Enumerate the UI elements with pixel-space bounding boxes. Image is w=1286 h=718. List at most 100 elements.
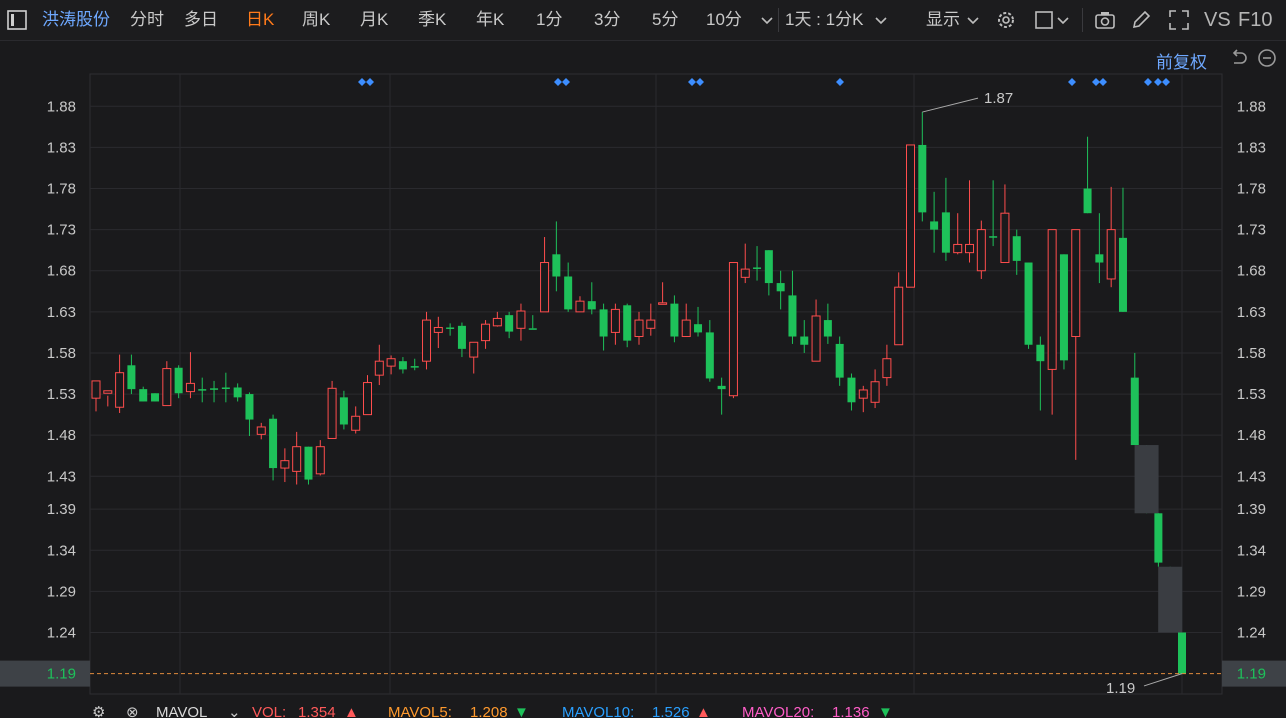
- gear-icon[interactable]: ⚙: [92, 704, 106, 718]
- gear-icon[interactable]: [995, 9, 1017, 31]
- candle-body-up: [1047, 229, 1057, 370]
- current-price-label-right: 1.19: [1237, 666, 1266, 683]
- candle-body-up: [811, 315, 821, 362]
- y-tick-label-right: 1.88: [1237, 98, 1266, 115]
- chevron-down-icon[interactable]: [756, 9, 778, 31]
- candle-body-up: [327, 387, 337, 439]
- chart-toolbar: 洪涛股份 分时 多日 日K 周K 月K 季K 年K 1分 3分 5分 10分 1…: [0, 0, 1286, 41]
- candle-body-down: [198, 389, 207, 391]
- candle-body-up: [162, 368, 172, 407]
- layout-square-icon[interactable]: [1034, 9, 1056, 31]
- y-tick-label-right: 1.83: [1237, 139, 1266, 156]
- event-marker-icon: [1099, 78, 1107, 86]
- tab-1min[interactable]: 1分: [536, 10, 563, 29]
- sidebar-toggle-icon[interactable]: [6, 9, 28, 31]
- candle-body-up: [103, 390, 113, 394]
- candle-body-down: [1130, 377, 1139, 446]
- tab-5min[interactable]: 5分: [652, 10, 679, 29]
- tab-monthly-k[interactable]: 月K: [360, 10, 389, 29]
- tab-weekly-k[interactable]: 周K: [302, 10, 331, 29]
- event-marker-icon: [358, 78, 366, 86]
- candle-body-up: [681, 319, 691, 338]
- y-tick-label-right: 1.53: [1237, 386, 1266, 403]
- event-marker-icon: [366, 78, 374, 86]
- candle-body-up: [906, 144, 915, 288]
- candle-body-down: [151, 393, 160, 402]
- chevron-down-icon[interactable]: [1054, 9, 1076, 31]
- y-tick-label-left: 1.68: [47, 263, 76, 280]
- indicator-name[interactable]: MAVOL: [156, 704, 208, 718]
- candle-body-down: [599, 309, 608, 337]
- y-tick-label-left: 1.48: [47, 427, 76, 444]
- tab-quarterly-k[interactable]: 季K: [418, 10, 447, 29]
- candle-body-up: [469, 341, 479, 358]
- y-tick-label-left: 1.43: [47, 468, 76, 485]
- candle-body-down: [1118, 237, 1127, 312]
- close-icon[interactable]: ⊗: [126, 704, 139, 718]
- candle-body-down: [339, 397, 348, 425]
- y-tick-label-left: 1.78: [47, 181, 76, 198]
- zoom-out-icon[interactable]: [1256, 47, 1278, 69]
- mavol20-value: 1.136: [832, 704, 870, 718]
- candle-body-down: [1012, 236, 1021, 261]
- candle-body-down: [564, 276, 573, 310]
- candle-body-up: [870, 381, 880, 403]
- candle-body-up: [433, 326, 443, 333]
- candle-body-down: [717, 385, 726, 390]
- stock-name[interactable]: 洪涛股份: [42, 10, 110, 29]
- candle-body-projected: [1158, 566, 1183, 633]
- y-tick-label-right: 1.78: [1237, 181, 1266, 198]
- y-tick-label-left: 1.24: [47, 625, 76, 642]
- candle-body-up: [646, 319, 656, 329]
- display-menu[interactable]: 显示: [926, 10, 960, 29]
- chevron-down-icon[interactable]: [962, 9, 984, 31]
- y-tick-label-right: 1.58: [1237, 345, 1266, 362]
- tab-duori[interactable]: 多日: [184, 10, 218, 29]
- event-marker-icon: [1144, 78, 1152, 86]
- candle-body-up: [185, 382, 195, 393]
- candlestick-chart[interactable]: 1.88 1.88 1.83 1.83 1.78 1.78 1.73 1.73 1.68 1.68…: [0, 0, 1286, 702]
- candle-body-down: [788, 295, 797, 337]
- tab-yearly-k[interactable]: 年K: [476, 10, 505, 29]
- vs-button[interactable]: VS: [1204, 9, 1231, 31]
- y-tick-label-right: 1.29: [1237, 583, 1266, 600]
- candle-body-down: [457, 325, 466, 349]
- candle-body-down: [552, 254, 561, 277]
- y-tick-label-left: 1.29: [47, 583, 76, 600]
- candle-body-down: [221, 387, 230, 389]
- chevron-down-icon[interactable]: [870, 9, 892, 31]
- event-marker-icon: [1162, 78, 1170, 86]
- candle-body-up: [953, 243, 963, 254]
- y-tick-label-right: 1.24: [1237, 625, 1266, 642]
- candle-body-up: [728, 262, 738, 397]
- pencil-icon[interactable]: [1130, 9, 1152, 31]
- tab-fenshi[interactable]: 分时: [130, 10, 164, 29]
- tab-daily-k[interactable]: 日K: [246, 10, 275, 29]
- tab-10min[interactable]: 10分: [706, 10, 742, 29]
- undo-icon[interactable]: [1228, 47, 1250, 69]
- tab-3min[interactable]: 3分: [594, 10, 621, 29]
- max-price-leader: [922, 97, 979, 113]
- f10-button[interactable]: F10: [1238, 9, 1273, 31]
- toolbar-divider: [1082, 8, 1083, 32]
- min-price-leader: [1143, 673, 1183, 687]
- max-price-label: 1.87: [984, 90, 1013, 107]
- candle-body-up: [351, 415, 361, 431]
- down-arrow-icon: ▼: [878, 704, 893, 718]
- mavol5-value: 1.208: [470, 704, 508, 718]
- min-price-label: 1.19: [1106, 680, 1135, 697]
- period-select[interactable]: 1天 : 1分K: [785, 10, 864, 29]
- y-tick-label-right: 1.63: [1237, 304, 1266, 321]
- candle-body-down: [174, 367, 183, 394]
- candle-body-down: [847, 377, 856, 403]
- candle-body-up: [374, 360, 384, 376]
- adjust-mode-button[interactable]: 前复权: [1156, 53, 1207, 72]
- y-tick-label-right: 1.68: [1237, 263, 1266, 280]
- camera-icon[interactable]: [1094, 9, 1116, 31]
- chevron-down-icon[interactable]: ⌄: [228, 704, 241, 718]
- y-tick-label-left: 1.34: [47, 542, 76, 559]
- candle-body-down: [753, 267, 762, 269]
- y-tick-label-left: 1.58: [47, 345, 76, 362]
- vol-value: 1.354: [298, 704, 336, 718]
- fullscreen-icon[interactable]: [1168, 9, 1190, 31]
